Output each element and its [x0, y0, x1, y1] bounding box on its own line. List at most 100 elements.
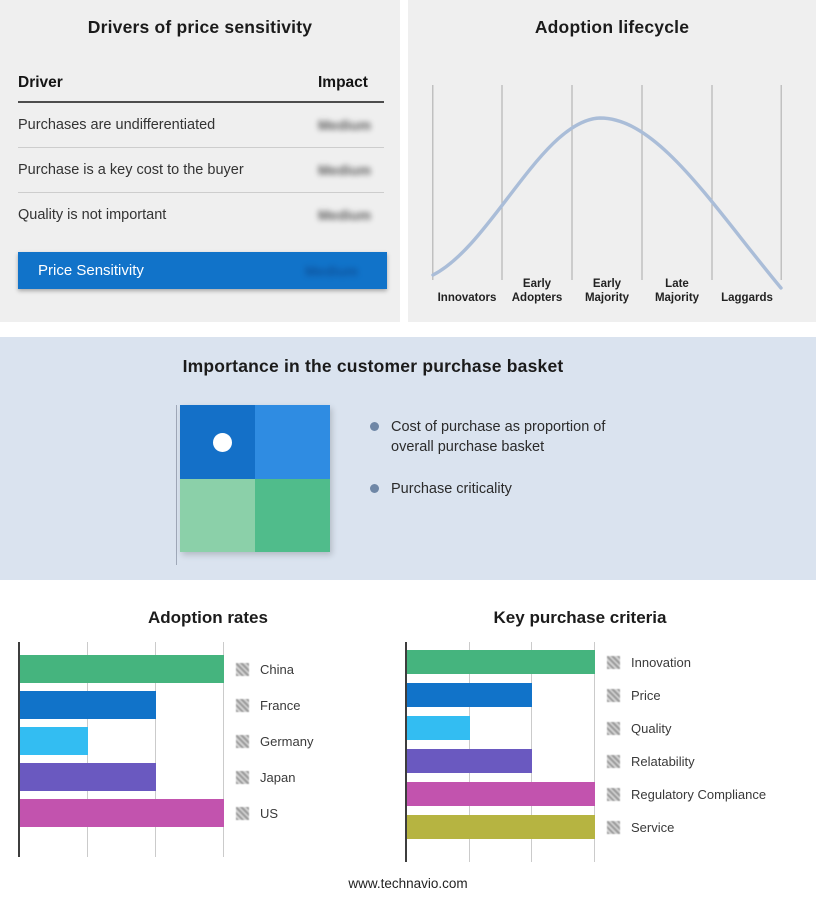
legend-item: Regulatory Compliance	[607, 782, 766, 806]
quadrant-axis-line	[176, 405, 177, 565]
driver-label: Purchase is a key cost to the buyer	[18, 162, 244, 178]
technavio-url: www.technavio.com	[348, 876, 468, 891]
bullet-icon	[370, 484, 379, 493]
legend-label: Innovation	[631, 654, 691, 670]
legend-label: France	[260, 697, 301, 713]
key-purchase-criteria-legend: Innovation Price Quality Relatability Re…	[607, 642, 766, 862]
bar-quality	[407, 716, 470, 740]
legend-swatch-icon	[236, 734, 249, 748]
impact-value-blurred: Medium	[318, 162, 371, 178]
driver-row: Quality is not important Medium	[18, 193, 384, 237]
stage-label: Early Adopters	[511, 278, 563, 304]
price-sensitivity-label: Price Sensitivity	[38, 262, 144, 279]
key-purchase-criteria-title: Key purchase criteria	[493, 608, 667, 627]
legend-label: Relatability	[631, 753, 695, 769]
bar-service	[407, 815, 595, 839]
bell-curve-svg	[431, 85, 783, 290]
quadrant-marker-dot	[213, 433, 232, 452]
stage-label: Late Majority	[654, 278, 700, 304]
gridline	[594, 642, 595, 862]
drivers-table: Driver Impact Purchases are undifferenti…	[18, 74, 387, 289]
legend-item: Relatability	[607, 749, 766, 773]
key-purchase-criteria-plot	[405, 642, 595, 862]
bullet-text: Purchase criticality	[391, 481, 512, 497]
legend-label: Price	[631, 687, 661, 703]
bar-japan	[20, 763, 156, 791]
impact-column-header: Impact	[318, 74, 368, 91]
driver-row: Purchase is a key cost to the buyer Medi…	[18, 148, 384, 193]
bar-france	[20, 691, 156, 719]
legend-item: Quality	[607, 716, 766, 740]
stage-labels: Innovators Early Adopters Early Majority…	[432, 278, 782, 306]
impact-value-blurred: Medium	[318, 117, 371, 133]
legend-label: Japan	[260, 769, 296, 785]
lifecycle-panel: Adoption lifecycle Innovators Early Adop…	[408, 0, 816, 322]
legend-swatch-icon	[607, 754, 620, 768]
legend-label: China	[260, 661, 294, 677]
quadrant-cell-bottom-right	[255, 478, 330, 552]
legend-item: Japan	[236, 763, 313, 791]
legend-item: US	[236, 799, 313, 827]
lifecycle-title: Adoption lifecycle	[534, 17, 690, 37]
driver-column-header: Driver	[18, 74, 63, 91]
bullet-icon	[370, 422, 379, 431]
drivers-table-header: Driver Impact	[18, 74, 384, 103]
legend-item: Price	[607, 683, 766, 707]
legend-label: Regulatory Compliance	[631, 786, 767, 802]
basket-title: Importance in the customer purchase bask…	[182, 356, 564, 376]
gridline	[223, 642, 224, 857]
quadrant-cell-top-left	[180, 405, 255, 479]
price-sensitivity-summary-row: Price Sensitivity Medium	[18, 252, 387, 289]
bar-price	[407, 683, 533, 707]
purchase-basket-band: Importance in the customer purchase bask…	[0, 337, 816, 580]
bullet-item: Purchase criticality	[370, 479, 632, 499]
legend-swatch-icon	[607, 688, 620, 702]
key-purchase-criteria-chart: Key purchase criteria Innovation	[405, 600, 785, 862]
legend-swatch-icon	[607, 820, 620, 834]
bar-germany	[20, 727, 88, 755]
legend-label: Service	[631, 819, 675, 835]
bar-china	[20, 655, 224, 683]
bar-group	[407, 642, 595, 839]
legend-swatch-icon	[236, 770, 249, 784]
bar-us	[20, 799, 224, 827]
bar-group	[20, 642, 224, 827]
driver-label: Purchases are undifferentiated	[18, 117, 216, 133]
legend-swatch-icon	[607, 655, 620, 669]
adoption-rates-title: Adoption rates	[148, 608, 268, 627]
legend-item: Germany	[236, 727, 313, 755]
adoption-lifecycle-chart: Innovators Early Adopters Early Majority…	[431, 85, 783, 315]
legend-item: France	[236, 691, 313, 719]
driver-row: Purchases are undifferentiated Medium	[18, 103, 384, 148]
adoption-rates-chart: Adoption rates China	[18, 600, 398, 857]
bar-innovation	[407, 650, 595, 674]
legend-swatch-icon	[236, 698, 249, 712]
drivers-panel: Drivers of price sensitivity Driver Impa…	[0, 0, 400, 322]
legend-swatch-icon	[236, 662, 249, 676]
stage-label: Early Majority	[584, 278, 630, 304]
quadrant-cell-top-right	[255, 405, 330, 479]
drivers-title: Drivers of price sensitivity	[87, 17, 313, 37]
legend-label: Quality	[631, 720, 672, 736]
bell-curve	[431, 116, 783, 290]
quadrant-grid	[180, 405, 330, 552]
stage-label: Laggards	[721, 291, 773, 304]
bar-regulatory-compliance	[407, 782, 595, 806]
legend-item: Innovation	[607, 650, 766, 674]
bullet-item: Cost of purchase as proportion of overal…	[370, 417, 632, 457]
quadrant-cell-bottom-left	[180, 478, 255, 552]
legend-item: Service	[607, 815, 766, 839]
legend-swatch-icon	[236, 806, 249, 820]
legend-swatch-icon	[607, 721, 620, 735]
impact-value-blurred: Medium	[318, 207, 371, 223]
stage-label: Innovators	[437, 291, 497, 304]
legend-label: Germany	[260, 733, 314, 749]
legend-label: US	[260, 805, 279, 821]
legend-item: China	[236, 655, 313, 683]
adoption-rates-plot	[18, 642, 224, 857]
bar-relatability	[407, 749, 533, 773]
bullet-text: Cost of purchase as proportion of overal…	[391, 419, 606, 455]
driver-label: Quality is not important	[18, 207, 167, 223]
adoption-rates-legend: China France Germany Japan US	[236, 642, 313, 857]
